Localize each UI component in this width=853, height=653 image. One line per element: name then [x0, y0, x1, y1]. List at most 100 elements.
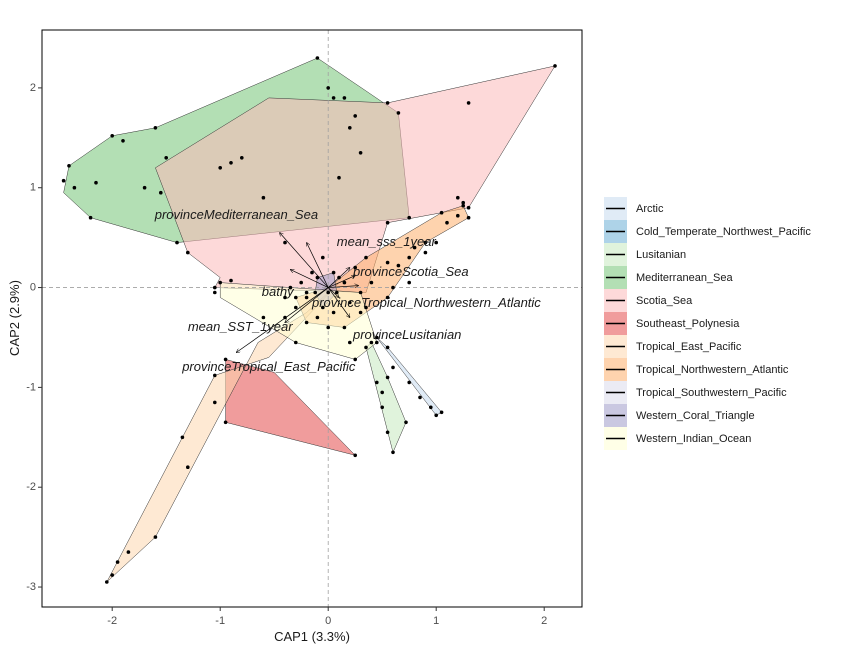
point-mediterranean-sea: [240, 156, 244, 160]
point-tropical-northwestern-atlantic: [439, 210, 444, 215]
point: [304, 290, 309, 295]
point-scotia-sea: [229, 278, 233, 283]
point-mediterranean-sea: [348, 126, 352, 130]
point: [299, 280, 304, 285]
point-mediterranean-sea: [283, 240, 287, 245]
legend-label: Scotia_Sea: [636, 295, 693, 307]
point: [364, 305, 368, 310]
vector-arrow-provincetropical-northwestern-atlantic: [327, 287, 339, 298]
point-lusitanian: [380, 405, 385, 410]
point-tropical-east-pacific: [213, 373, 217, 378]
point: [283, 295, 287, 300]
legend-label: Arctic: [636, 203, 664, 215]
point-arctic: [375, 335, 379, 340]
legend-item-tropical-southwestern-pacific: Tropical_Southwestern_Pacific: [604, 381, 787, 404]
point-western-indian-ocean: [288, 285, 293, 290]
vector-arrow-provincelusitanian: [327, 287, 350, 318]
point-tropical-northwestern-atlantic: [342, 325, 347, 330]
point-mediterranean-sea: [94, 180, 98, 185]
point-tropical-northwestern-atlantic: [461, 203, 466, 208]
legend-item-mediterranean-sea: Mediterranean_Sea: [604, 266, 734, 289]
point-arctic: [418, 395, 422, 400]
vector-layer: [236, 233, 358, 353]
point-tropical-northwestern-atlantic: [364, 255, 368, 260]
point-layer: [61, 56, 557, 584]
vector-arrow-mean-sst-1year: [285, 287, 329, 323]
legend-item-southeast-polynesia: Southeast_Polynesia: [604, 312, 740, 335]
point-mediterranean-sea: [353, 114, 358, 118]
point-tropical-northwestern-atlantic: [466, 215, 471, 220]
point-lusitanian: [391, 450, 395, 455]
point-mediterranean-sea: [326, 86, 331, 90]
point-western-coral-triangle: [335, 290, 339, 295]
legend-item-tropical-northwestern-atlantic: Tropical_Northwestern_Atlantic: [604, 358, 789, 381]
y-tick-label: -2: [26, 481, 36, 493]
vector-arrow-provincescotia-sea: [327, 268, 350, 288]
point-western-indian-ocean: [326, 325, 331, 330]
point-scotia-sea: [466, 205, 471, 210]
point-scotia-sea: [553, 64, 557, 68]
point-tropical-northwestern-atlantic: [456, 213, 460, 218]
point-tropical-east-pacific: [105, 580, 109, 584]
point-mediterranean-sea: [331, 96, 336, 100]
point-scotia-sea: [461, 200, 466, 205]
y-tick-label: -1: [26, 381, 36, 393]
point-lusitanian: [380, 390, 385, 395]
panel-border: [41, 29, 583, 608]
point: [326, 290, 331, 295]
legend-label: Mediterranean_Sea: [636, 272, 734, 284]
point-mediterranean-sea: [261, 195, 266, 200]
point-western-coral-triangle: [313, 290, 318, 295]
point-tropical-northwestern-atlantic: [407, 280, 412, 285]
point-western-coral-triangle: [331, 270, 336, 275]
vector-label-provincescotia-sea: provinceScotia_Sea: [352, 264, 469, 279]
point-arctic: [429, 405, 433, 410]
vector-arrow-provincemediterranean-sea: [280, 233, 329, 288]
legend-item-cold-temperate-northwest-pacific: Cold_Temperate_Northwest_Pacific: [604, 220, 811, 243]
point-western-indian-ocean: [375, 340, 379, 345]
y-tick-label: -3: [26, 581, 36, 593]
point-tropical-east-pacific: [115, 560, 120, 564]
x-tick-label: 1: [433, 615, 439, 627]
point-western-indian-ocean: [213, 290, 217, 295]
point-arctic: [439, 410, 444, 415]
point-mediterranean-sea: [164, 156, 168, 160]
y-axis-title: CAP2 (2.9%): [7, 280, 22, 356]
point-mediterranean-sea: [337, 175, 341, 180]
legend-item-western-indian-ocean: Western_Indian_Ocean: [604, 427, 751, 450]
point-tropical-east-pacific: [213, 400, 217, 405]
point-western-indian-ocean: [294, 340, 298, 345]
vector-arrow-provincetropical-east-pacific: [236, 287, 329, 353]
point-arctic: [434, 413, 439, 418]
point-scotia-sea: [213, 285, 217, 290]
x-axis: -2 -1 0 1 2: [107, 607, 547, 627]
point-mediterranean-sea: [229, 161, 233, 165]
reference-lines: [42, 30, 582, 607]
point-tropical-east-pacific: [180, 435, 185, 440]
point-western-indian-ocean: [218, 280, 222, 285]
point: [348, 300, 352, 305]
point-western-indian-ocean: [304, 295, 309, 300]
legend-label: Western_Indian_Ocean: [636, 433, 751, 445]
x-tick-label: 2: [541, 615, 547, 627]
point-tropical-northwestern-atlantic: [294, 295, 298, 300]
point-tropical-northwestern-atlantic: [358, 310, 363, 315]
point: [321, 255, 325, 260]
point-tropical-northwestern-atlantic: [385, 295, 390, 300]
point-lusitanian: [385, 430, 390, 435]
y-tick-label: 1: [30, 182, 36, 194]
x-tick-label: 0: [325, 615, 331, 627]
point-southeast-polynesia: [353, 453, 358, 458]
point-tropical-northwestern-atlantic: [445, 220, 449, 225]
point-scotia-sea: [385, 101, 390, 105]
point: [353, 265, 358, 270]
point-lusitanian: [375, 380, 379, 385]
point-mediterranean-sea: [121, 139, 125, 143]
y-axis: -3 -2 -1 0 1 2: [26, 82, 42, 593]
legend-label: Western_Coral_Triangle: [636, 410, 755, 422]
point-mediterranean-sea: [175, 240, 179, 245]
point: [294, 305, 298, 310]
legend-label: Tropical_Northwestern_Atlantic: [636, 364, 789, 376]
vector-label-layer: provinceMediterranean_Sea mean_sss_1yearp…: [154, 207, 542, 374]
legend-item-scotia-sea: Scotia_Sea: [604, 289, 693, 312]
